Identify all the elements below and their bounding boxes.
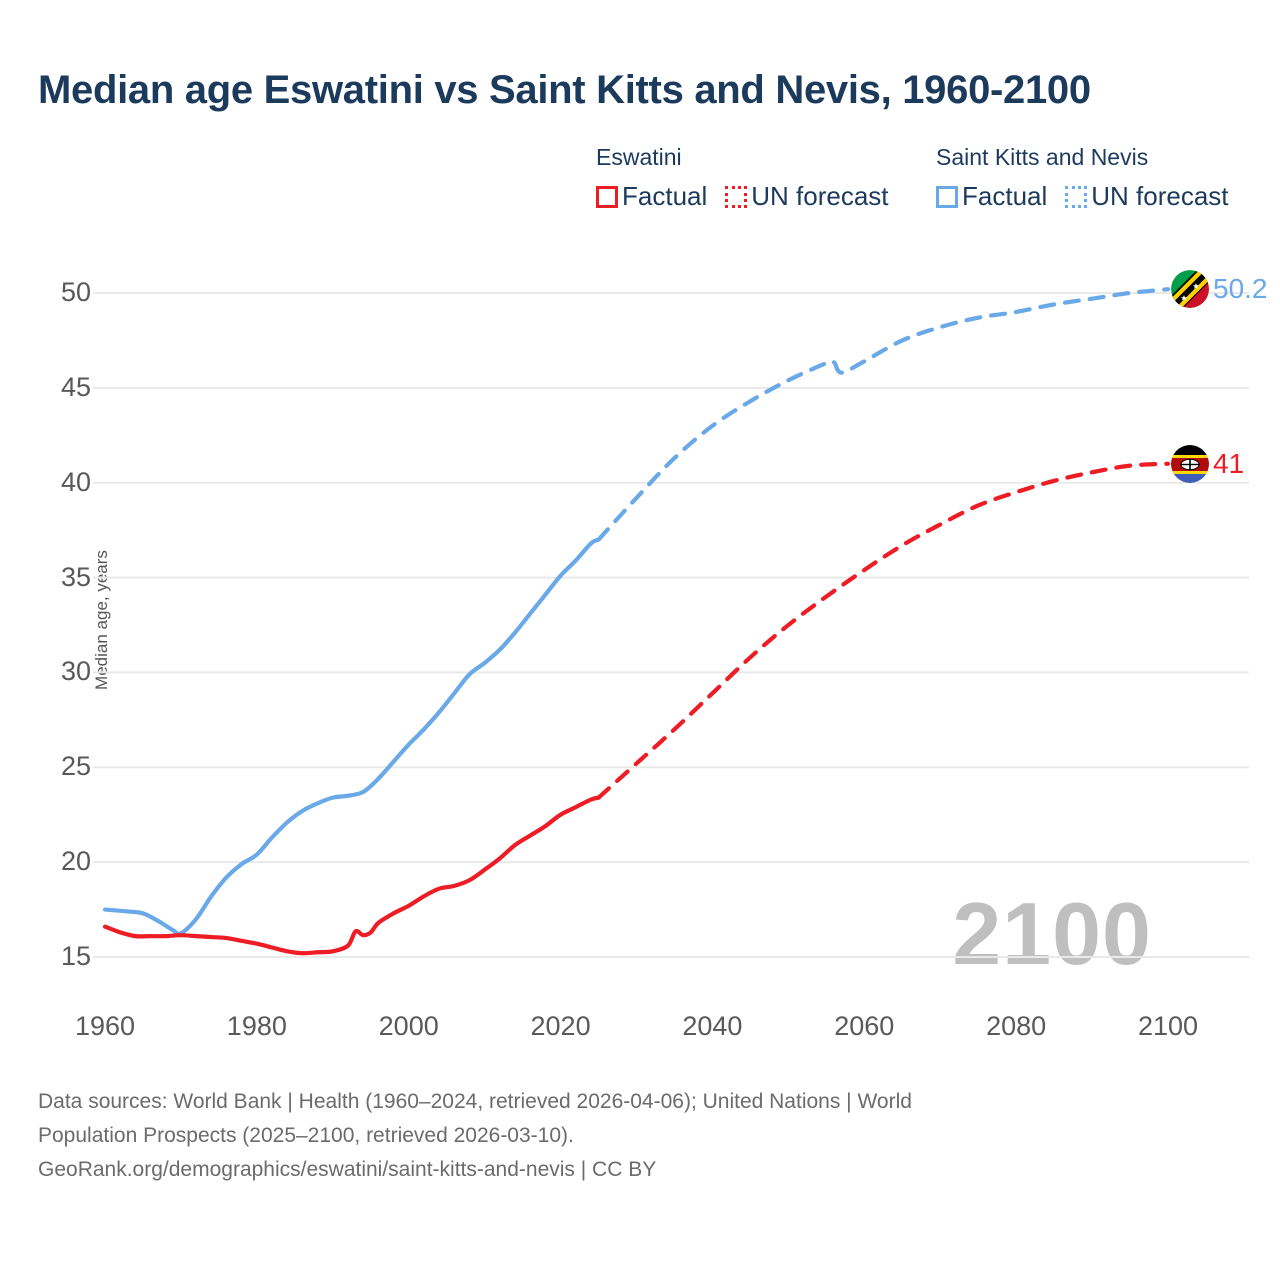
x-tick-label: 2100 [1137, 1011, 1199, 1041]
saint-kitts-and-nevis-flag-icon [1171, 270, 1209, 309]
x-tick-label: 2020 [530, 1011, 591, 1041]
legend-swatch-solid-icon [596, 185, 618, 208]
legend-item-saint-kitts-forecast[interactable]: UN forecast [1065, 181, 1229, 212]
footer-line-1: Data sources: World Bank | Health (1960–… [38, 1090, 912, 1113]
y-tick-label: 35 [60, 561, 91, 592]
eswatini-flag-icon [1171, 444, 1209, 483]
year-watermark: 2100 [952, 884, 1152, 983]
legend-label-eswatini-forecast: UN forecast [751, 181, 889, 211]
saint-kitts-and-nevis-factual-line [102, 537, 601, 937]
series-lines [102, 287, 1171, 956]
y-tick-label: 25 [60, 751, 91, 782]
legend-group-saint-kitts-and-nevis: Saint Kitts and Nevis Factual UN forecas… [936, 143, 1229, 212]
y-tick-label: 40 [60, 466, 91, 497]
legend-swatch-dotted-icon [1065, 185, 1088, 208]
x-tick-label: 2000 [378, 1011, 439, 1041]
legend-swatch-solid-icon [936, 185, 958, 208]
y-tick-label: 50 [60, 277, 91, 307]
legend-heading-eswatini: Eswatini [596, 144, 682, 170]
end-label-saint-kitts-and-nevis: 50.2 [1171, 270, 1268, 309]
y-tick-label: 30 [60, 656, 91, 687]
y-tick-label: 15 [60, 941, 91, 971]
x-tick-label: 1980 [226, 1011, 287, 1041]
legend-swatch-dotted-icon [725, 185, 748, 208]
gridlines [93, 292, 1249, 958]
legend-label-saint-kitts-forecast: UN forecast [1091, 181, 1229, 211]
legend-label-eswatini-factual: Factual [622, 181, 708, 211]
legend-item-saint-kitts-factual[interactable]: Factual [936, 181, 1047, 212]
end-value-saint-kitts-and-nevis: 50.2 [1213, 273, 1268, 305]
saint-kitts-and-nevis-forecast-line [596, 287, 1171, 542]
eswatini-forecast-line [596, 461, 1171, 800]
footer-line-3: GeoRank.org/demographics/eswatini/saint-… [38, 1158, 657, 1181]
y-tick-label: 45 [60, 371, 91, 402]
end-value-eswatini: 41 [1213, 447, 1245, 479]
x-tick-label: 1960 [74, 1011, 136, 1041]
page-title: Median age Eswatini vs Saint Kitts and N… [38, 68, 1091, 112]
legend-item-eswatini-forecast[interactable]: UN forecast [725, 181, 889, 212]
eswatini-factual-line [102, 795, 601, 956]
x-tick-label: 2060 [834, 1011, 895, 1041]
legend-heading-saint-kitts-and-nevis: Saint Kitts and Nevis [936, 144, 1149, 170]
footer-sources: Data sources: World Bank | Health (1960–… [38, 1085, 1158, 1187]
x-tick-label: 2080 [986, 1011, 1047, 1041]
legend-item-eswatini-factual[interactable]: Factual [596, 181, 707, 212]
legend-label-saint-kitts-factual: Factual [962, 181, 1048, 211]
x-tick-label: 2040 [682, 1011, 743, 1041]
legend-group-eswatini: Eswatini Factual UN forecast [596, 143, 889, 212]
end-label-eswatini: 41 [1171, 444, 1245, 483]
y-tick-label: 20 [60, 846, 91, 877]
footer-line-2: Population Prospects (2025–2100, retriev… [38, 1124, 574, 1147]
chart-legend: Eswatini Factual UN forecast Saint Kitts… [596, 143, 1256, 221]
